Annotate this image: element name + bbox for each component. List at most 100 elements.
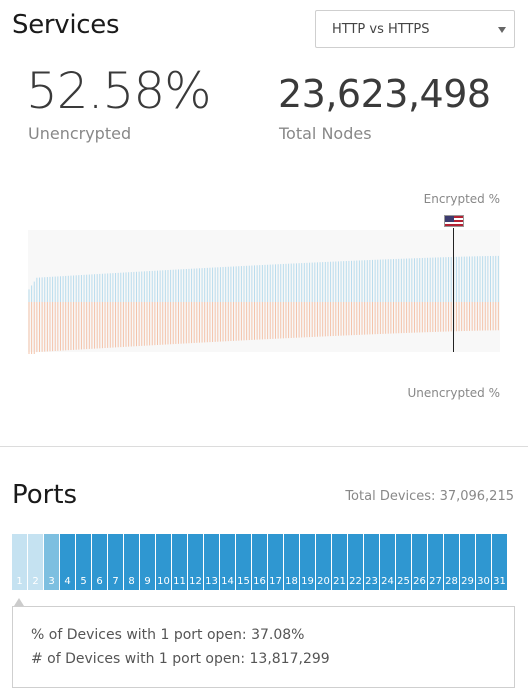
port-cell-5[interactable]: 5 — [76, 534, 92, 590]
unencrypted-bar — [369, 302, 371, 335]
unencrypted-bar — [306, 302, 308, 338]
port-cell-label: 21 — [333, 576, 346, 587]
port-cell-21[interactable]: 21 — [332, 534, 348, 590]
port-cell-2[interactable]: 2 — [28, 534, 44, 590]
encrypted-bar — [455, 256, 457, 302]
port-cell-8[interactable]: 8 — [124, 534, 140, 590]
port-cell-15[interactable]: 15 — [236, 534, 252, 590]
port-cell-31[interactable]: 31 — [492, 534, 508, 590]
unencrypted-bar — [330, 302, 332, 337]
unencrypted-bar — [33, 302, 35, 354]
unencrypted-bar — [277, 302, 279, 339]
port-cell-4[interactable]: 4 — [60, 534, 76, 590]
country-marker-line — [453, 228, 454, 352]
unencrypted-bar — [497, 302, 499, 331]
port-cell-29[interactable]: 29 — [460, 534, 476, 590]
unencrypted-bar — [311, 302, 313, 337]
encrypted-bar — [177, 269, 179, 302]
unencrypted-bar — [495, 302, 497, 331]
port-cell-25[interactable]: 25 — [396, 534, 412, 590]
encrypted-bar — [303, 262, 305, 302]
unencrypted-percentage: 52.58% — [26, 62, 212, 120]
encrypted-bar — [406, 258, 408, 302]
port-cell-18[interactable]: 18 — [284, 534, 300, 590]
encrypted-bar — [421, 257, 423, 302]
port-cell-13[interactable]: 13 — [204, 534, 220, 590]
port-cell-1[interactable]: 1 — [12, 534, 28, 590]
encrypted-bar — [398, 258, 400, 302]
unencrypted-bar — [128, 302, 130, 347]
port-cell-10[interactable]: 10 — [156, 534, 172, 590]
encrypted-bar — [88, 274, 90, 302]
unencrypted-bar — [295, 302, 297, 338]
encrypted-bar — [235, 266, 237, 302]
encrypted-bar — [372, 259, 374, 302]
unencrypted-bar — [269, 302, 271, 340]
unencrypted-bar — [122, 302, 124, 347]
unencrypted-bar — [188, 302, 190, 344]
encrypted-bar — [109, 273, 111, 302]
unencrypted-bar — [73, 302, 75, 350]
encrypted-bar — [476, 256, 478, 302]
port-cell-9[interactable]: 9 — [140, 534, 156, 590]
encrypted-bar — [49, 276, 51, 302]
port-cell-6[interactable]: 6 — [92, 534, 108, 590]
unencrypted-bar — [219, 302, 221, 342]
unencrypted-bar — [183, 302, 185, 344]
unencrypted-bar — [293, 302, 295, 338]
port-cell-17[interactable]: 17 — [268, 534, 284, 590]
protocol-dropdown[interactable]: HTTP vs HTTPS — [315, 10, 515, 48]
encrypted-bar — [83, 274, 85, 302]
unencrypted-bar — [94, 302, 96, 349]
encrypted-bar — [497, 255, 499, 302]
encrypted-bar — [120, 272, 122, 302]
encrypted-bar — [57, 276, 59, 302]
port-cell-23[interactable]: 23 — [364, 534, 380, 590]
encrypted-bar — [162, 270, 164, 302]
port-cell-26[interactable]: 26 — [412, 534, 428, 590]
encrypted-bar — [136, 271, 138, 302]
port-cell-12[interactable]: 12 — [188, 534, 204, 590]
encrypted-bar — [337, 261, 339, 302]
port-cell-label: 5 — [80, 576, 87, 587]
encrypted-bar — [185, 269, 187, 302]
encryption-bar-chart — [28, 255, 499, 354]
encrypted-bar — [259, 265, 261, 302]
port-cell-label: 8 — [128, 576, 135, 587]
port-cell-19[interactable]: 19 — [300, 534, 316, 590]
port-strip: 1 2 3 4 5 6 7 8 9 10 11 12 13 14 15 16 17 18 19 20 21 22 23 24 2… — [12, 534, 508, 590]
port-info-percentage: % of Devices with 1 port open: 37.08% — [31, 627, 305, 643]
unencrypted-bar — [424, 302, 426, 333]
encrypted-bar — [424, 257, 426, 302]
port-cell-7[interactable]: 7 — [108, 534, 124, 590]
us-flag-icon[interactable] — [444, 215, 464, 227]
unencrypted-bar — [398, 302, 400, 334]
port-cell-16[interactable]: 16 — [252, 534, 268, 590]
unencrypted-bar — [382, 302, 384, 334]
encrypted-bar — [36, 277, 38, 302]
port-cell-20[interactable]: 20 — [316, 534, 332, 590]
port-cell-3[interactable]: 3 — [44, 534, 60, 590]
port-cell-24[interactable]: 24 — [380, 534, 396, 590]
unencrypted-bar — [361, 302, 363, 335]
port-cell-11[interactable]: 11 — [172, 534, 188, 590]
encrypted-bar — [206, 267, 208, 302]
unencrypted-bar — [406, 302, 408, 333]
port-cell-30[interactable]: 30 — [476, 534, 492, 590]
port-cell-14[interactable]: 14 — [220, 534, 236, 590]
port-cell-22[interactable]: 22 — [348, 534, 364, 590]
unencrypted-bar — [120, 302, 122, 348]
encrypted-bar — [225, 266, 227, 302]
port-cell-27[interactable]: 27 — [428, 534, 444, 590]
unencrypted-bar — [322, 302, 324, 337]
unencrypted-bar — [259, 302, 261, 340]
unencrypted-bar — [204, 302, 206, 343]
unencrypted-bar — [256, 302, 258, 340]
unencrypted-bar — [445, 302, 447, 332]
unencrypted-bar — [78, 302, 80, 350]
port-cell-28[interactable]: 28 — [444, 534, 460, 590]
unencrypted-bar — [411, 302, 413, 333]
port-cell-label: 20 — [317, 576, 330, 587]
encrypted-bar — [227, 266, 229, 302]
unencrypted-bar — [41, 302, 43, 352]
